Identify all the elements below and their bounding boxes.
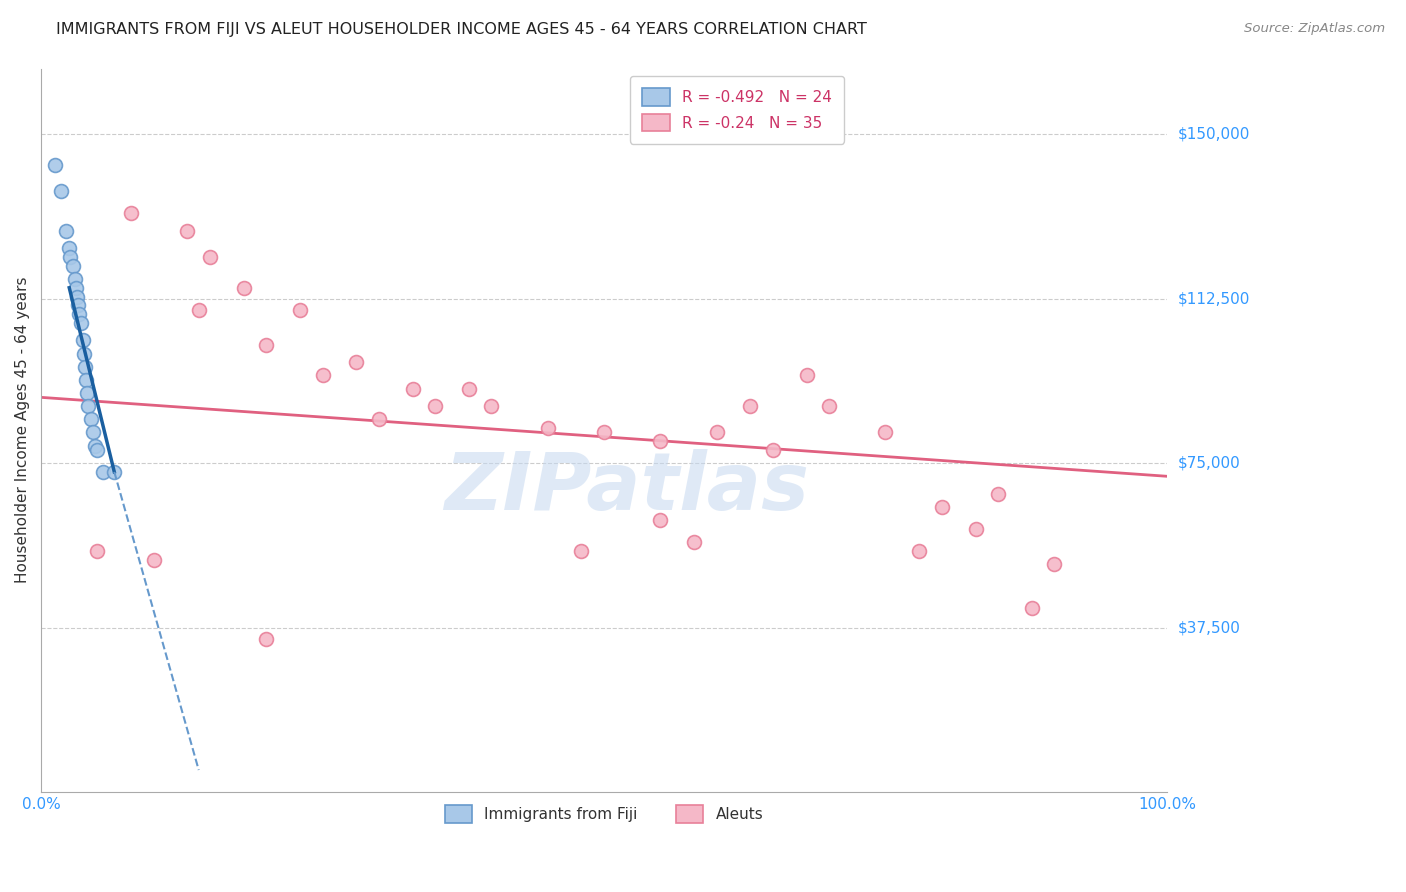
Point <box>65 281 87 295</box>
Text: Source: ZipAtlas.com: Source: ZipAtlas.com <box>1244 22 1385 36</box>
Point <box>63 272 86 286</box>
Point <box>987 487 1010 501</box>
Point <box>69 316 91 330</box>
Point <box>875 425 897 440</box>
Point <box>401 382 423 396</box>
Point <box>59 250 82 264</box>
Text: IMMIGRANTS FROM FIJI VS ALEUT HOUSEHOLDER INCOME AGES 45 - 64 YEARS CORRELATION : IMMIGRANTS FROM FIJI VS ALEUT HOUSEHOLDE… <box>56 22 868 37</box>
Point <box>232 281 254 295</box>
Point <box>198 250 221 264</box>
Point <box>79 412 101 426</box>
Point <box>84 439 107 453</box>
Point <box>288 302 311 317</box>
Point <box>571 544 593 558</box>
Text: $150,000: $150,000 <box>1178 127 1250 142</box>
Point <box>75 373 97 387</box>
Point <box>67 298 90 312</box>
Point <box>683 535 706 549</box>
Point <box>311 368 333 383</box>
Point <box>740 399 762 413</box>
Point <box>908 544 931 558</box>
Text: $37,500: $37,500 <box>1178 620 1241 635</box>
Point <box>344 355 367 369</box>
Point <box>76 386 98 401</box>
Text: $75,000: $75,000 <box>1178 456 1240 471</box>
Point <box>762 442 785 457</box>
Point <box>1043 557 1066 571</box>
Point <box>73 359 96 374</box>
Point <box>481 399 503 413</box>
Point <box>931 500 953 514</box>
Point <box>187 302 209 317</box>
Point <box>650 434 672 449</box>
Point <box>706 425 728 440</box>
Legend: Immigrants from Fiji, Aleuts: Immigrants from Fiji, Aleuts <box>433 793 776 835</box>
Point <box>77 399 100 413</box>
Point <box>91 465 114 479</box>
Point <box>796 368 818 383</box>
Point <box>62 259 84 273</box>
Point <box>44 158 66 172</box>
Point <box>103 465 125 479</box>
Point <box>254 337 277 351</box>
Point <box>1021 600 1043 615</box>
Text: $112,500: $112,500 <box>1178 291 1250 306</box>
Point <box>176 224 198 238</box>
Point <box>593 425 616 440</box>
Y-axis label: Householder Income Ages 45 - 64 years: Householder Income Ages 45 - 64 years <box>15 277 30 583</box>
Point <box>67 307 90 321</box>
Point <box>51 184 73 198</box>
Point <box>86 442 108 457</box>
Point <box>423 399 446 413</box>
Point <box>58 241 80 255</box>
Point <box>367 412 389 426</box>
Point <box>55 224 77 238</box>
Point <box>818 399 841 413</box>
Point <box>120 206 142 220</box>
Point <box>73 346 96 360</box>
Point <box>66 289 89 303</box>
Point <box>965 522 987 536</box>
Point <box>86 544 108 558</box>
Text: ZIPatlas: ZIPatlas <box>444 449 808 527</box>
Point <box>142 552 165 566</box>
Point <box>650 513 672 527</box>
Point <box>82 425 104 440</box>
Point <box>72 334 94 348</box>
Point <box>254 632 277 646</box>
Point <box>537 421 560 435</box>
Point <box>458 382 481 396</box>
